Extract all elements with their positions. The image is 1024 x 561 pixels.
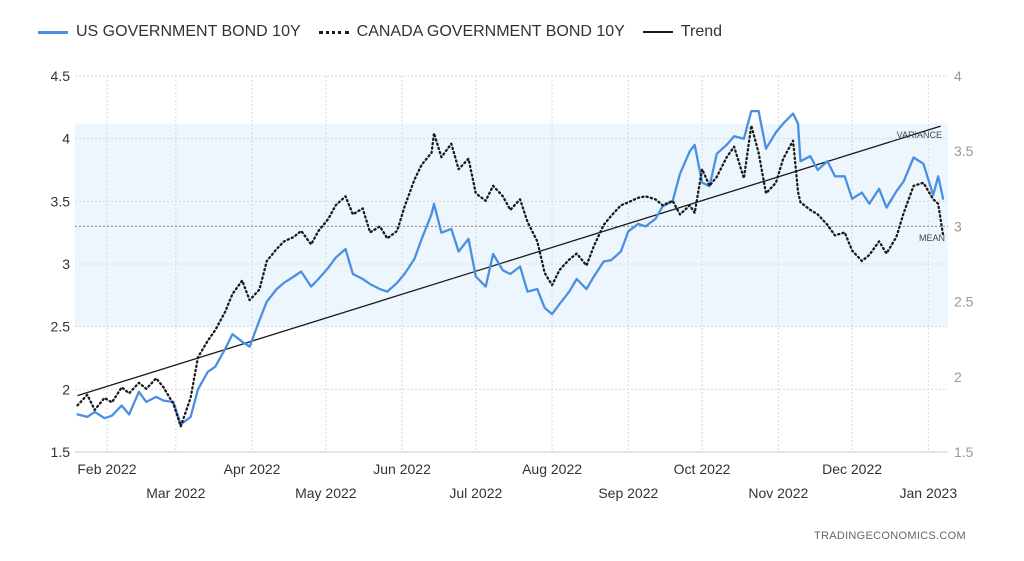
y-tick-label-right: 3.5 [954,143,974,159]
x-tick-label: Dec 2022 [822,461,882,477]
x-tick-label: May 2022 [295,485,357,501]
x-tick-label: Oct 2022 [674,461,731,477]
x-tick-label: Feb 2022 [77,461,136,477]
legend-swatch-us [38,30,68,34]
legend-item-trend[interactable]: Trend [642,23,723,41]
annotation-layer: VARIANCE MEAN [897,130,945,243]
legend-item-canada[interactable]: CANADA GOVERNMENT BOND 10Y [318,23,625,41]
y-tick-label-right: 2.5 [954,294,974,310]
y-tick-label-right: 4 [954,68,962,84]
x-tick-label: Mar 2022 [146,485,205,501]
attribution[interactable]: TRADINGECONOMICS.COM [813,530,966,542]
grid-layer [75,75,948,453]
x-tick-label: Jun 2022 [373,461,431,477]
y-tick-label-left: 4 [62,131,70,147]
legend-label-trend: Trend [680,23,723,40]
legend-swatch-canada [318,30,349,34]
y-tick-label-right: 2 [954,369,962,385]
x-tick-label: Jul 2022 [449,485,502,501]
axis-layer: 1.5 2 2.5 3 3.5 4 4.5 1.5 2 2.5 3 3.5 4 Feb 2022 Mar 2… [51,68,974,501]
series-line-us [76,109,945,426]
series-line-canada [76,124,945,428]
legend-label-canada: CANADA GOVERNMENT BOND 10Y [356,23,625,40]
x-tick-label: Apr 2022 [224,461,281,477]
legend: US GOVERNMENT BOND 10Y CANADA GOVERNMENT… [38,21,740,43]
y-tick-label-left: 3 [62,256,70,272]
x-tick-label: Nov 2022 [748,485,808,501]
y-tick-label-left: 3.5 [51,193,71,209]
mean-label: MEAN [919,233,945,243]
variance-band-layer [75,123,948,327]
x-tick-label: Aug 2022 [522,461,582,477]
y-tick-label-left: 4.5 [51,68,71,84]
variance-band [75,123,948,327]
x-tick-label: Jan 2023 [900,485,958,501]
y-tick-label-left: 2 [62,381,70,397]
y-tick-label-right: 1.5 [954,444,974,460]
x-tick-label: Sep 2022 [598,485,658,501]
legend-label-us: US GOVERNMENT BOND 10Y [76,23,301,40]
legend-item-us[interactable]: US GOVERNMENT BOND 10Y [38,23,301,41]
y-tick-label-left: 1.5 [51,444,71,460]
series-layer [76,109,945,428]
y-tick-label-left: 2.5 [51,319,71,335]
variance-label: VARIANCE [897,130,942,140]
y-tick-label-right: 3 [954,218,962,234]
legend-swatch-trend [642,31,673,33]
